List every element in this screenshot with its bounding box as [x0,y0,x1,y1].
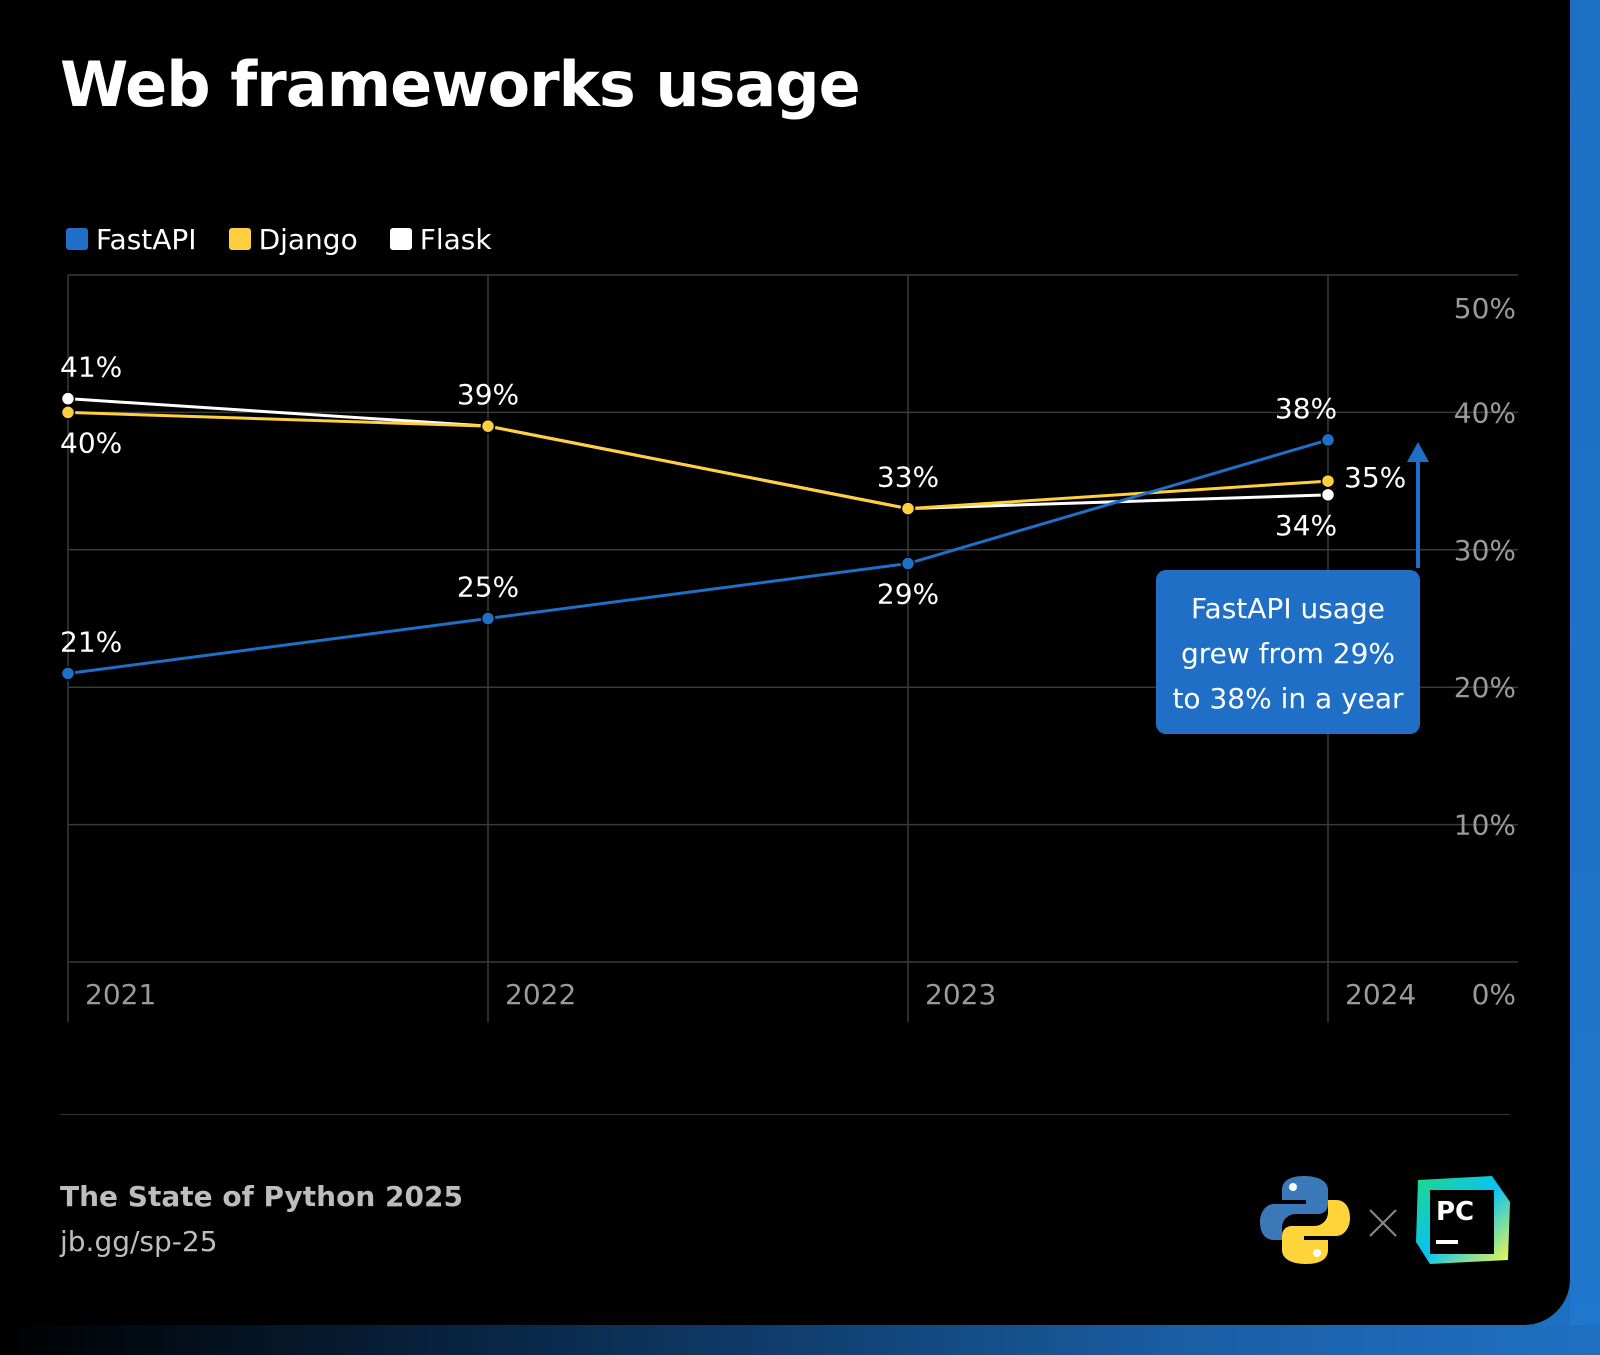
legend-item-fastapi: FastAPI [66,223,197,256]
data-point-fastapi [60,666,76,681]
x-tick-label: 2023 [925,978,996,1011]
y-tick-label: 50% [1454,292,1516,325]
legend: FastAPI Django Flask [66,219,492,259]
series-line-fastapi [67,438,1329,675]
data-point-flask [60,391,76,406]
data-point-fastapi [900,556,916,571]
footer-link[interactable]: jb.gg/sp-25 [60,1225,218,1258]
y-tick-label: 40% [1454,396,1516,429]
legend-item-flask: Flask [389,222,492,256]
data-label-flask: 41% [60,351,122,384]
footer-title: The State of Python 2025 [60,1180,463,1213]
data-point-fastapi [1320,432,1336,448]
bottom-accent [0,1325,1600,1355]
data-label-fastapi: 29% [877,578,939,611]
footer-divider [60,1114,1510,1115]
series-line-django [67,410,1329,511]
y-tick-label: 10% [1454,809,1516,842]
legend-swatch-django [228,228,251,250]
legend-label-flask: Flask [419,222,492,256]
y-tick-label: 30% [1454,534,1516,567]
data-label-fastapi: 21% [60,625,122,658]
data-label-fastapi: 25% [457,571,519,604]
legend-swatch-flask [389,228,412,250]
data-point-django [480,418,496,434]
data-point-fastapi [480,611,496,626]
data-label-fastapi: 38% [1275,392,1337,425]
annotation-text: grew from 29% [1181,637,1395,670]
data-label-flask: 34% [1275,509,1337,542]
pycharm-logo-icon: PC [1416,1176,1510,1264]
close-icon [1369,1209,1397,1237]
legend-label-fastapi: FastAPI [96,222,197,256]
x-tick-label: 2024 [1345,978,1416,1011]
data-point-django [900,501,916,516]
y-tick-label: 0% [1472,978,1516,1011]
legend-label-django: Django [258,222,358,256]
y-tick-label: 20% [1454,671,1516,704]
data-label-django: 33% [877,461,939,494]
annotation-box [1156,570,1420,734]
data-label-django: 39% [457,378,519,411]
data-point-django [60,405,76,420]
logos: PC [1260,1176,1510,1264]
annotation-text: to 38% in a year [1172,682,1404,715]
line-chart: 0% 10% 20% 30% 40% 50% 2021 2022 2023 2024 21% 25% 2… [60,274,1518,1022]
legend-item-django: Django [228,222,358,256]
right-accent [1570,0,1600,1355]
data-point-flask [1320,487,1336,503]
annotation-arrowhead [1407,442,1429,462]
x-tick-label: 2022 [505,978,576,1011]
page-title: Web frameworks usage [60,48,861,121]
data-point-django [1320,473,1336,489]
pycharm-logo-text: PC [1436,1197,1474,1227]
data-label-django: 40% [60,426,122,459]
python-logo-icon [1260,1176,1350,1264]
legend-swatch-fastapi [66,228,88,250]
x-tick-label: 2021 [85,978,156,1011]
data-label-django: 35% [1344,461,1406,494]
card: Web frameworks usage FastAPI Django Flas… [0,0,1570,1325]
annotation-text: FastAPI usage [1191,592,1385,625]
